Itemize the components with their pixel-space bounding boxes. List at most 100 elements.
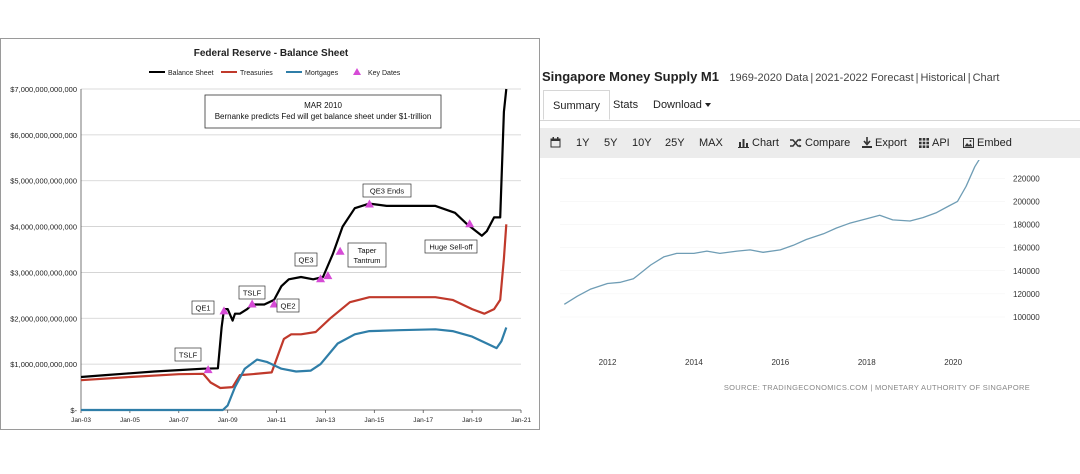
x-tick-label: Jan-05	[120, 417, 140, 424]
legend-label: Balance Sheet	[168, 70, 214, 77]
callout-qe1: QE1	[191, 300, 215, 315]
y-tick-label: 200000	[1013, 197, 1040, 206]
image-icon	[963, 138, 974, 148]
y-tick-label: 120000	[1013, 290, 1040, 299]
legend-item-balance-sheet: Balance Sheet	[149, 70, 214, 77]
singapore-m1-chart: 100000 120000 140000 160000 180000 200000 2200…	[560, 160, 1040, 392]
y-tick-label: $4,000,000,000,000	[10, 223, 77, 232]
bar-chart-icon	[738, 139, 749, 148]
tab-stats[interactable]: Stats	[613, 99, 639, 111]
y-tick-label: $-	[70, 406, 77, 415]
x-tick-label: Jan-17	[413, 417, 433, 424]
fed-balance-sheet-chart: Federal Reserve - Balance Sheet Balance …	[10, 48, 531, 424]
x-tick-label: Jan-13	[316, 417, 336, 424]
y-tick-label: 140000	[1013, 267, 1040, 276]
key-date-marker	[316, 274, 326, 283]
y-tick-label: 220000	[1013, 174, 1040, 183]
key-date-marker	[364, 199, 374, 208]
x-tick-label: Jan-15	[364, 417, 384, 424]
grid-icon	[919, 138, 929, 148]
export-button-label: Export	[875, 137, 907, 149]
api-button[interactable]: API	[919, 128, 950, 158]
singapore-m1-panel: Singapore Money Supply M1 1969-2020 Data…	[540, 60, 1080, 400]
x-tick-label: 2014	[685, 358, 703, 367]
svg-text:Tantrum: Tantrum	[353, 256, 380, 265]
chart-title: Federal Reserve - Balance Sheet	[194, 48, 349, 59]
range-10y-button[interactable]: 10Y	[632, 137, 652, 149]
compare-button[interactable]: Compare	[790, 128, 850, 158]
key-date-marker	[203, 365, 213, 374]
fed-balance-sheet-panel: Federal Reserve - Balance Sheet Balance …	[0, 38, 540, 430]
svg-text:TSLF: TSLF	[243, 289, 262, 298]
calendar-icon[interactable]	[550, 128, 564, 158]
tab-download-label: Download	[653, 99, 702, 111]
legend-label: Key Dates	[368, 70, 401, 77]
tab-bar: Summary Stats Download	[540, 90, 1080, 121]
key-date-marker	[269, 299, 279, 308]
shuffle-icon	[790, 138, 802, 148]
chart-header: Singapore Money Supply M1 1969-2020 Data…	[542, 69, 1000, 84]
svg-text:QE3 Ends: QE3 Ends	[370, 187, 404, 196]
key-date-marker	[323, 271, 333, 280]
callout-huge-sell-off: Huge Sell-off	[424, 239, 478, 254]
x-tick-label: Jan-11	[267, 417, 287, 424]
series-line-m1	[563, 160, 980, 305]
chart-toolbar: 1Y 5Y 10Y 25Y MAX Chart Compare Export A…	[540, 128, 1080, 158]
y-tick-label: $1,000,000,000,000	[10, 360, 77, 369]
series-line-treasuries	[80, 224, 508, 390]
x-tick-label: 2020	[944, 358, 962, 367]
legend-item-key-dates: Key Dates	[353, 68, 401, 77]
svg-text:Huge Sell-off: Huge Sell-off	[429, 243, 473, 252]
callout-qe3-ends: QE3 Ends	[362, 183, 412, 198]
legend-label: Treasuries	[240, 70, 273, 77]
callout-tslf: TSLF	[174, 347, 202, 362]
legend-item-treasuries: Treasuries	[221, 70, 273, 77]
x-tick-label: Jan-09	[218, 417, 238, 424]
key-date-marker	[335, 246, 345, 255]
tab-summary[interactable]: Summary	[543, 90, 611, 120]
range-25y-button[interactable]: 25Y	[665, 137, 685, 149]
subtitle-historical[interactable]: Historical	[920, 72, 966, 84]
chart-type-button[interactable]: Chart	[738, 128, 779, 158]
compare-button-label: Compare	[805, 137, 851, 149]
subtitle-forecast[interactable]: 2021-2022 Forecast	[815, 72, 914, 84]
svg-text:Taper: Taper	[358, 246, 377, 255]
range-5y-button[interactable]: 5Y	[604, 137, 618, 149]
annotation-box: MAR 2010 Bernanke predicts Fed will get …	[204, 94, 442, 129]
callout-qe3: QE3	[294, 252, 318, 267]
api-button-label: API	[932, 137, 950, 149]
y-tick-label: 160000	[1013, 244, 1040, 253]
x-tick-label: Jan-19	[462, 417, 482, 424]
svg-text:TSLF: TSLF	[179, 351, 198, 360]
range-1y-button[interactable]: 1Y	[576, 137, 590, 149]
key-date-marker	[219, 306, 229, 315]
svg-text:QE2: QE2	[280, 302, 295, 311]
y-tick-label: 180000	[1013, 221, 1040, 230]
series-line-mortgages	[81, 327, 508, 412]
svg-text:QE3: QE3	[298, 256, 313, 265]
y-tick-label: $5,000,000,000,000	[10, 177, 77, 186]
y-tick-label: $7,000,000,000,000	[10, 85, 77, 94]
x-tick-label: Jan-07	[169, 417, 189, 424]
range-max-button[interactable]: MAX	[699, 137, 723, 149]
x-tick-label: Jan-03	[71, 417, 91, 424]
subtitle-data-range[interactable]: 1969-2020 Data	[729, 72, 809, 84]
x-tick-label: Jan-21	[511, 417, 531, 424]
page-title: Singapore Money Supply M1	[542, 69, 719, 84]
x-tick-label: 2012	[599, 358, 617, 367]
x-tick-label: 2018	[858, 358, 876, 367]
callout-tslf: TSLF	[238, 285, 266, 300]
legend-label: Mortgages	[305, 70, 339, 77]
embed-button[interactable]: Embed	[963, 128, 1012, 158]
annotation-line2: Bernanke predicts Fed will get balance s…	[215, 112, 432, 121]
chart-button-label: Chart	[752, 137, 779, 149]
download-icon	[862, 137, 872, 148]
y-tick-label: $2,000,000,000,000	[10, 314, 77, 323]
subtitle-chart[interactable]: Chart	[972, 72, 1000, 84]
source-label: SOURCE: TRADINGECONOMICS.COM | MONETARY …	[724, 383, 1030, 392]
tab-download[interactable]: Download	[644, 90, 720, 120]
export-button[interactable]: Export	[862, 128, 907, 158]
chevron-down-icon	[704, 103, 711, 108]
callout-qe2: QE2	[276, 298, 300, 313]
legend-item-mortgages: Mortgages	[286, 70, 339, 77]
